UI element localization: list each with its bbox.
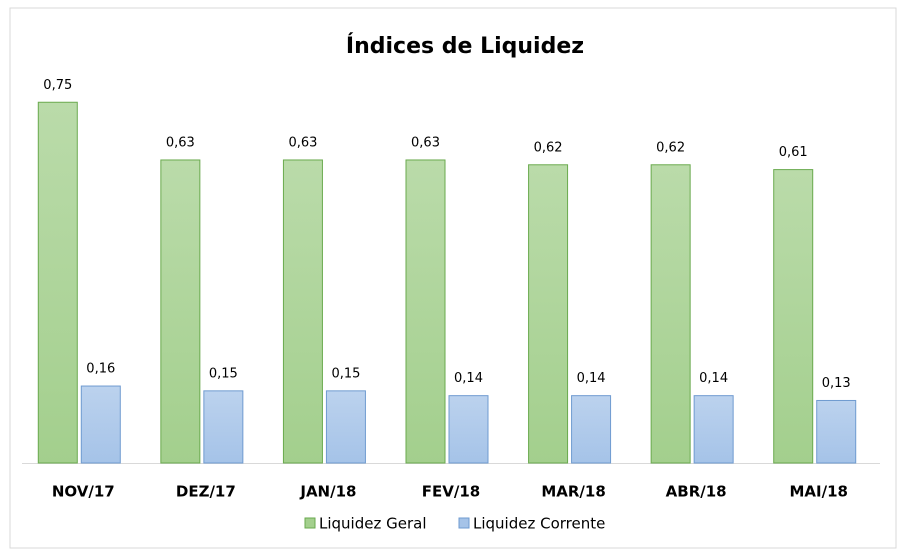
data-label: 0,62 [656,140,685,155]
legend-label: Liquidez Corrente [473,515,605,533]
bar [773,169,814,464]
bar [693,395,734,464]
chart-title: Índices de Liquidez [346,33,584,59]
bar [160,159,201,464]
data-label: 0,15 [331,366,360,381]
data-label: 0,61 [779,145,808,160]
bar [325,390,366,464]
x-tick-label: JAN/18 [299,483,356,501]
bar [650,164,691,464]
bar [528,164,569,464]
bar [816,399,857,464]
data-label: 0,63 [411,135,440,150]
data-label: 0,14 [577,371,606,386]
data-label: 0,62 [534,140,563,155]
x-tick-label: NOV/17 [52,483,115,501]
bar [448,395,489,464]
x-tick-label: MAI/18 [789,483,847,501]
legend-swatch [458,517,470,529]
bar [37,101,78,464]
data-label: 0,14 [454,371,483,386]
bar [405,159,446,464]
bar [80,385,121,464]
bar [203,390,244,464]
data-label: 0,13 [822,376,851,391]
x-tick-label: DEZ/17 [176,483,236,501]
legend-swatch [304,517,316,529]
data-label: 0,75 [43,78,72,93]
bar [282,159,323,464]
data-label: 0,63 [166,135,195,150]
data-label: 0,14 [699,371,728,386]
legend-label: Liquidez Geral [319,515,427,533]
chart-border [9,7,897,549]
x-tick-label: MAR/18 [541,483,605,501]
data-label: 0,16 [86,362,115,377]
data-label: 0,63 [288,135,317,150]
x-tick-label: ABR/18 [666,483,727,501]
bar [571,395,612,464]
x-tick-label: FEV/18 [422,483,480,501]
data-label: 0,15 [209,366,238,381]
